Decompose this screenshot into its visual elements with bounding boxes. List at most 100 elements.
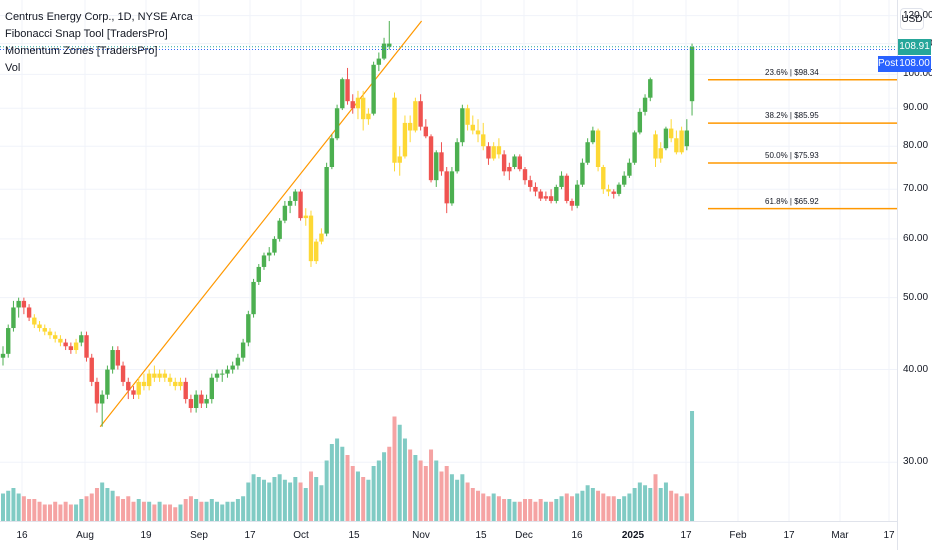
volume-bar	[324, 460, 329, 521]
candle-body	[246, 314, 251, 343]
volume-bar	[84, 496, 89, 521]
indicator-momentum[interactable]: Momentum Zones [TradersPro]	[5, 45, 158, 57]
volume-bar	[355, 471, 360, 521]
candle-body	[251, 281, 256, 315]
candle-body	[481, 134, 486, 147]
volume-bar	[162, 504, 167, 521]
price-tick: 60.00	[903, 232, 929, 244]
candle-body	[601, 167, 606, 190]
candle-body	[585, 142, 590, 163]
candle-body	[298, 191, 303, 219]
volume-bar	[669, 490, 674, 521]
candle-body	[267, 252, 272, 256]
volume-bar	[590, 488, 595, 521]
indicator-volume[interactable]: Vol	[5, 62, 21, 74]
candle-body	[319, 233, 324, 242]
volume-bar	[376, 460, 381, 521]
currency-button[interactable]: USD	[900, 8, 924, 30]
volume-bar	[371, 466, 376, 521]
volume-bar	[637, 482, 642, 521]
candle-body	[188, 399, 194, 409]
price-tick: 80.00	[903, 140, 929, 152]
volume-bar	[580, 490, 585, 521]
indicator-fibonacci[interactable]: Fibonacci Snap Tool [TradersPro]	[5, 28, 168, 40]
volume-bar	[627, 493, 632, 521]
candle-body	[173, 381, 178, 387]
candle-body	[272, 238, 277, 253]
volume-bar	[643, 485, 648, 521]
candle-body	[507, 167, 512, 172]
time-tick: Dec	[515, 530, 533, 541]
candle-body	[642, 97, 648, 112]
candle-body	[214, 373, 220, 378]
time-axis-border	[0, 521, 897, 522]
time-tick: 15	[475, 530, 487, 541]
time-tick: 16	[571, 530, 583, 541]
candle-body	[413, 101, 418, 131]
volume-bar	[246, 482, 251, 521]
candle-body	[621, 175, 627, 185]
volume-bar	[63, 501, 68, 521]
candle-body	[407, 122, 413, 131]
volume-bar	[439, 471, 444, 521]
candle-body	[277, 220, 282, 239]
volume-bar	[434, 460, 439, 521]
volume-bar	[126, 496, 131, 521]
candle-body	[616, 184, 622, 194]
fib-level-label: 38.2% | $85.95	[765, 111, 819, 121]
candle-body	[564, 175, 569, 201]
volume-bar	[188, 496, 193, 521]
volume-bar	[220, 504, 225, 521]
volume-bar	[611, 496, 616, 521]
volume-bar	[141, 501, 146, 521]
volume-bar	[152, 504, 157, 521]
candle-body	[105, 369, 110, 395]
candle-body	[355, 97, 361, 109]
symbol-title[interactable]: Centrus Energy Corp., 1D, NYSE Arca	[5, 11, 193, 23]
candle-body	[575, 184, 580, 206]
volume-bar	[183, 499, 188, 521]
volume-bar	[11, 488, 16, 521]
candle-body	[428, 136, 434, 181]
volume-bar	[251, 474, 256, 521]
candle-body	[334, 108, 340, 139]
candle-body	[324, 167, 329, 234]
candle-body	[183, 381, 188, 400]
candle-body	[146, 373, 152, 387]
candle-body	[303, 215, 308, 219]
candle-body	[136, 381, 141, 395]
volume-bar	[68, 504, 73, 521]
candle-body	[126, 381, 131, 391]
volume-bar	[42, 504, 47, 521]
candle-body	[84, 335, 89, 358]
candle-body	[465, 108, 470, 125]
volume-bar	[37, 501, 42, 521]
candle-body	[308, 215, 314, 262]
candle-body	[470, 124, 475, 131]
volume-bar	[423, 466, 428, 521]
time-tick: 19	[140, 530, 152, 541]
price-axis-border	[897, 0, 898, 550]
volume-bar	[366, 479, 371, 521]
volume-bar	[79, 499, 84, 521]
volume-bar	[282, 479, 287, 521]
candle-body	[11, 307, 16, 329]
volume-bar	[209, 499, 214, 521]
candle-body	[340, 79, 345, 109]
volume-bar	[413, 455, 418, 521]
candle-body	[58, 338, 63, 343]
volume-bar	[225, 501, 230, 521]
volume-bar	[564, 493, 569, 521]
candle-body	[167, 377, 173, 382]
volume-bar	[1, 493, 5, 521]
candle-body	[376, 58, 382, 65]
candle-body	[26, 307, 32, 318]
candle-body	[439, 152, 444, 172]
chart-legend: Centrus Energy Corp., 1D, NYSE Arca Fibo…	[5, 9, 193, 77]
volume-bar	[429, 449, 434, 521]
volume-bar	[554, 499, 559, 521]
volume-bar	[53, 501, 58, 521]
post-market-label: Post	[878, 55, 898, 72]
volume-bar	[392, 416, 397, 521]
